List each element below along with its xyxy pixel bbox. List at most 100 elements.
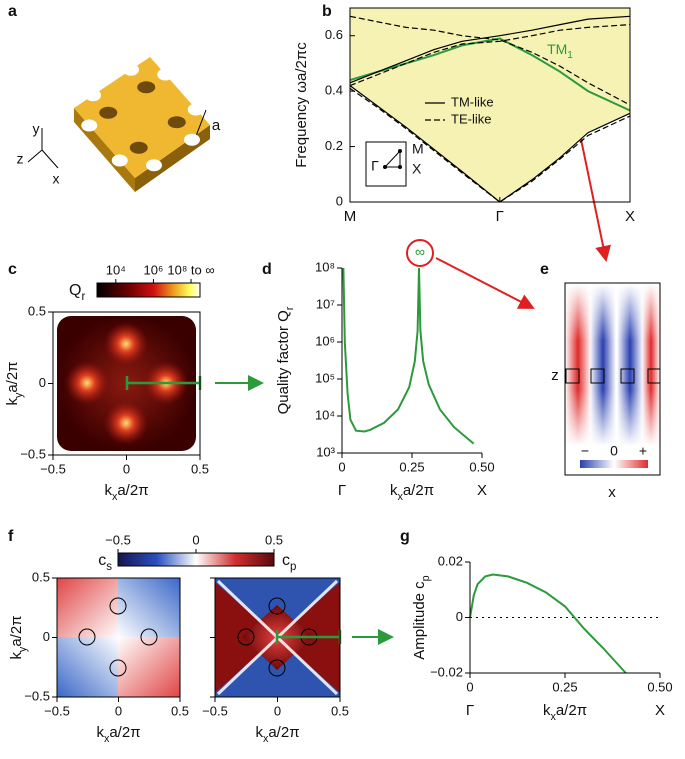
y-tick-label: 0.5 xyxy=(32,569,50,584)
y-tick-label: 10⁵ xyxy=(315,370,335,385)
field-map xyxy=(564,282,661,476)
y-tick-label: 0.2 xyxy=(325,138,343,153)
x-axis-label: kxa/2π xyxy=(390,482,434,503)
x-axis-label-part: x xyxy=(104,733,110,745)
colorbar-tick-label: 10⁸ to ∞ xyxy=(167,262,214,277)
x-tick-label: 0 xyxy=(115,703,122,718)
panel-label: g xyxy=(400,528,410,545)
x-axis-label: kxa/2π xyxy=(96,724,140,745)
axis-label: z xyxy=(17,151,24,167)
axis-label: x xyxy=(608,484,616,501)
legend-label: TE-like xyxy=(451,111,491,126)
y-axis-label: Quality factor Qr xyxy=(275,306,296,414)
colorbar-tick-label: −0.5 xyxy=(105,532,131,547)
y-axis-label-part: k xyxy=(4,398,21,406)
x-point-label: Γ xyxy=(338,482,346,499)
colorbar-label-part: c xyxy=(98,552,106,569)
x-axis-label-part: a/2π xyxy=(109,724,140,741)
axis-label: x xyxy=(53,171,60,187)
x-axis-label: kxa/2π xyxy=(543,702,587,723)
x-tick-label: −0.5 xyxy=(40,461,66,476)
bz-point xyxy=(398,165,402,169)
axis-arrow xyxy=(41,149,59,169)
x-axis-label-part: k xyxy=(104,482,112,499)
y-axis-label-part: Quality factor Q xyxy=(275,310,292,414)
cs-map xyxy=(57,578,180,697)
colorbar-label-part: p xyxy=(290,561,296,573)
x-tick-label: 0 xyxy=(274,703,281,718)
colorbar-label-part: c xyxy=(282,552,290,569)
y-tick-label: 10⁷ xyxy=(316,296,335,311)
line xyxy=(349,15,631,84)
annotation: TM1 xyxy=(547,41,573,61)
bz-point xyxy=(398,149,402,153)
notch xyxy=(81,119,98,132)
y-axis-label: Amplitude cp xyxy=(411,575,432,659)
colorbar xyxy=(117,552,275,567)
colorbar-label-part: s xyxy=(106,561,112,573)
colorbar-tick-label: 0 xyxy=(610,443,618,459)
bz-point xyxy=(383,165,387,169)
y-tick-label: −0.5 xyxy=(24,688,50,703)
colorbar-tick-label: 10⁴ xyxy=(106,262,126,277)
x-axis-label-part: a/2π xyxy=(556,702,587,719)
x-axis-label-part: x xyxy=(263,733,269,745)
panel-label: b xyxy=(322,3,332,20)
y-axis-label-part: y xyxy=(17,646,29,652)
y-tick-label: 10⁸ xyxy=(315,259,335,274)
x-axis-label-part: x xyxy=(550,711,556,723)
x-tick-label: M xyxy=(344,208,357,225)
panel-label: c xyxy=(8,261,17,278)
x-axis-label-part: x xyxy=(112,491,118,503)
x-point-label: X xyxy=(655,702,665,719)
colorbar-label-part: r xyxy=(81,291,85,303)
y-axis-label-part: y xyxy=(13,392,25,398)
x-tick-label: 0.50 xyxy=(647,679,672,694)
notch xyxy=(187,103,204,116)
colorbar-tick-label: + xyxy=(639,443,647,459)
x-axis-label-part: k xyxy=(255,724,263,741)
hole xyxy=(99,106,118,119)
x-tick-label: −0.5 xyxy=(202,703,228,718)
x-tick-label: X xyxy=(625,208,635,225)
x-axis-label-part: k xyxy=(390,482,398,499)
y-tick-label: 0 xyxy=(43,629,50,644)
notch xyxy=(184,133,200,146)
x-tick-label: 0.25 xyxy=(399,459,424,474)
bz-path xyxy=(383,149,401,168)
y-axis-label-part: k xyxy=(8,652,25,660)
y-axis-label: kya/2π xyxy=(8,615,29,659)
colorbar-tick-label: 10⁶ xyxy=(144,262,164,277)
y-tick-label: 10⁴ xyxy=(315,407,335,422)
notch xyxy=(85,89,101,102)
axis-label: y xyxy=(33,121,40,137)
lattice-label: a xyxy=(212,117,221,134)
annotation: ∞ xyxy=(415,244,425,260)
y-tick-label: 10³ xyxy=(316,444,335,459)
legend-label: TM-like xyxy=(451,94,494,109)
frame xyxy=(349,7,631,203)
notch xyxy=(111,154,128,167)
colorbar xyxy=(580,460,648,468)
axis-label: z xyxy=(551,367,559,384)
cp-map xyxy=(215,578,394,697)
x-axis-label-part: k xyxy=(543,702,551,719)
y-tick-label: −0.02 xyxy=(430,664,463,679)
x-axis-label-part: k xyxy=(96,724,104,741)
colorbar-label: Qr xyxy=(69,282,85,303)
bz-label: Γ xyxy=(371,158,379,174)
panel-label: a xyxy=(8,3,17,20)
hole xyxy=(129,141,148,154)
y-tick-label: −0.5 xyxy=(20,446,46,461)
x-tick-label: 0.5 xyxy=(171,703,189,718)
bz-label: X xyxy=(412,161,422,177)
x-axis-label: kxa/2π xyxy=(255,724,299,745)
colorbar-tick-label: − xyxy=(581,443,589,459)
x-tick-label: 0.25 xyxy=(552,679,577,694)
y-axis-label-part: r xyxy=(284,306,296,310)
x-axis-label: kxa/2π xyxy=(104,482,148,503)
y-axis-label: Frequency ωa/2πc xyxy=(293,42,310,168)
colorbar xyxy=(96,282,201,298)
x-point-label: X xyxy=(477,482,487,499)
